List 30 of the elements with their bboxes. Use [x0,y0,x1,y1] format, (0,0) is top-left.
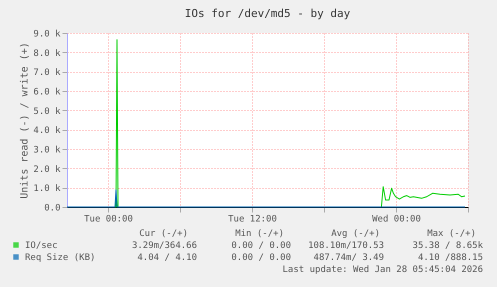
text: 0.00 / 0.00 [231,241,291,251]
text: 35.38 / 8.65k [412,241,484,251]
y-axis-title: Units read (-) / write (+) [19,42,30,199]
y-tick-label: 6.0 k [33,88,62,98]
text: 4.04 / 4.10 [137,253,197,263]
y-tick-label: 0.0 [44,204,60,214]
y-tick-label: 3.0 k [33,146,62,156]
legend-label: Req Size (KB) [25,253,96,263]
text: Last update: Wed Jan 28 05:45:04 2026 [282,265,483,275]
x-tick-label: Tue 12:00 [228,214,277,224]
text: 487.74m/ 3.49 [314,253,384,263]
text: 4.10 /888.15 [418,253,483,263]
x-tick-label: Wed 00:00 [372,214,421,224]
y-tick-label: 4.0 k [33,126,62,136]
y-tick-label: 1.0 k [33,184,62,194]
y-tick-label: 2.0 k [33,164,62,175]
x-tick-label: Tue 00:00 [84,214,133,224]
text: Cur (-/+) [139,229,188,239]
text: Avg (-/+) [331,229,380,239]
y-tick-label: 9.0 k [33,30,62,40]
y-tick-label: 7.0 k [33,68,62,78]
text: Max (-/+) [427,229,476,239]
text: 108.10m/170.53 [308,241,384,251]
text: 0.00 / 0.00 [231,253,291,263]
chart-title: IOs for /dev/md5 - by day [184,7,351,20]
y-tick-label: 8.0 k [33,48,62,59]
text: 3.29m/364.66 [132,241,197,251]
y-tick-label: 5.0 k [33,106,62,117]
legend-label: IO/sec [25,241,58,251]
text: Min (-/+) [235,229,284,239]
